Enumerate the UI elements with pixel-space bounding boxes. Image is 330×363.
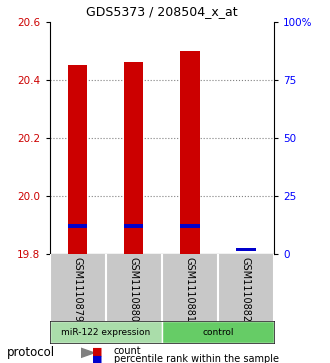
Bar <box>68 224 87 228</box>
Polygon shape <box>81 348 94 358</box>
Bar <box>50 321 162 343</box>
Title: GDS5373 / 208504_x_at: GDS5373 / 208504_x_at <box>86 5 238 18</box>
Text: control: control <box>202 328 234 337</box>
Text: GSM1110882: GSM1110882 <box>241 257 251 323</box>
Text: GSM1110881: GSM1110881 <box>185 257 195 322</box>
Bar <box>68 65 87 254</box>
Bar <box>162 321 274 343</box>
Bar <box>124 62 144 254</box>
Text: percentile rank within the sample: percentile rank within the sample <box>114 354 279 363</box>
Text: protocol: protocol <box>7 346 55 359</box>
Bar <box>180 224 200 228</box>
Bar <box>180 51 200 254</box>
Bar <box>124 224 144 228</box>
Text: GSM1110879: GSM1110879 <box>73 257 82 323</box>
Text: miR-122 expression: miR-122 expression <box>61 328 150 337</box>
Text: count: count <box>114 346 142 356</box>
Text: ■: ■ <box>92 354 103 363</box>
Text: ■: ■ <box>92 346 103 356</box>
Text: GSM1110880: GSM1110880 <box>129 257 139 322</box>
Bar <box>236 248 256 251</box>
